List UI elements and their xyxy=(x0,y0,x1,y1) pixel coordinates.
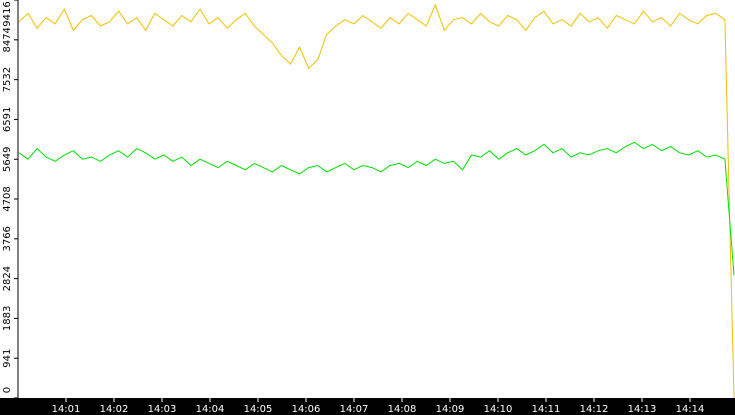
x-tick-label: 14:06 xyxy=(292,404,321,415)
y-tick-label: 0 xyxy=(2,387,13,393)
series-line xyxy=(18,3,735,399)
y-tick-label: 5649 xyxy=(2,146,13,171)
x-tick-label: 14:11 xyxy=(532,404,561,415)
y-tick-label: 2824 xyxy=(2,266,13,291)
x-tick-label: 14:09 xyxy=(436,404,465,415)
x-tick-label: 14:01 xyxy=(52,404,81,415)
x-tick-label: 14:13 xyxy=(628,404,657,415)
y-tick-label: 1883 xyxy=(2,306,13,331)
time-axis-strip xyxy=(0,398,735,415)
y-tick-label: 7532 xyxy=(2,67,13,92)
x-tick-label: 14:02 xyxy=(100,404,129,415)
x-tick-label: 14:03 xyxy=(148,404,177,415)
y-tick-label: 4708 xyxy=(2,186,13,211)
series-line xyxy=(18,141,735,276)
x-tick-label: 14:14 xyxy=(676,404,705,415)
x-tick-label: 14:05 xyxy=(244,404,273,415)
x-tick-label: 14:07 xyxy=(340,404,369,415)
x-tick-label: 14:04 xyxy=(196,404,225,415)
x-tick-label: 14:08 xyxy=(388,404,417,415)
y-tick-label: 9416 xyxy=(2,1,13,26)
y-tick-label: 8474 xyxy=(2,27,13,52)
y-tick-label: 3766 xyxy=(2,226,13,251)
x-tick-label: 14:12 xyxy=(580,404,609,415)
y-tick-label: 6591 xyxy=(2,107,13,132)
x-tick-label: 14:10 xyxy=(484,404,513,415)
y-tick-label: 941 xyxy=(2,349,13,368)
